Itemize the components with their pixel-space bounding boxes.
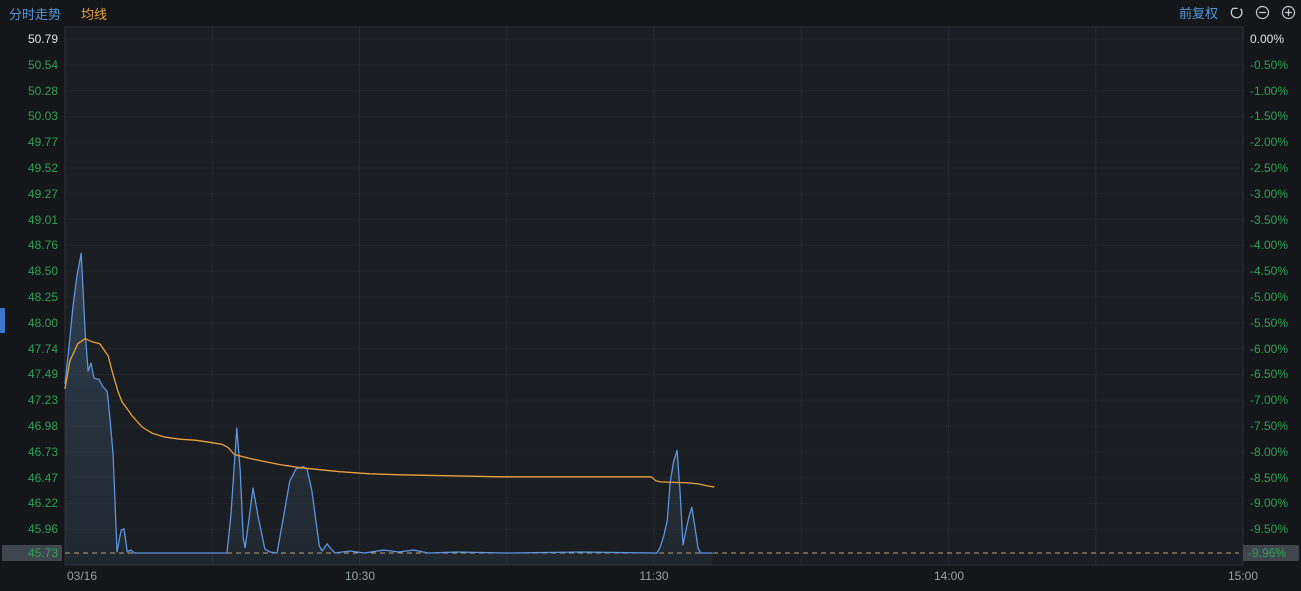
tab-intraday-trend[interactable]: 分时走势 — [9, 7, 62, 22]
y-axis-percent-label: -6.00% — [1250, 342, 1289, 356]
y-axis-percent-label: -2.00% — [1250, 135, 1289, 149]
y-axis-price-label: 45.73 — [2, 545, 62, 561]
x-axis-time-label: 10:30 — [344, 569, 376, 583]
y-axis-percent-label: -0.50% — [1250, 58, 1289, 72]
y-axis-price-label: 48.50 — [27, 264, 58, 278]
y-axis-price-label: 46.98 — [27, 419, 58, 433]
y-axis-percent-label: -4.00% — [1250, 238, 1289, 252]
left-edge-indicator — [0, 308, 5, 333]
y-axis-price-label: 47.23 — [27, 393, 58, 407]
y-axis-percent-label: -8.00% — [1250, 445, 1289, 459]
x-axis-time-label: 14:00 — [933, 569, 965, 583]
y-axis-price-label: 49.01 — [27, 213, 58, 227]
y-axis-percent-label: -7.00% — [1250, 393, 1289, 407]
zoom-in-icon[interactable] — [1280, 5, 1296, 21]
reset-zoom-icon[interactable] — [1228, 5, 1244, 21]
chart-topbar: 分时走势 均线 前复权 — [0, 0, 1301, 24]
y-axis-price-label: 50.54 — [27, 58, 58, 72]
y-axis-percent-label: -9.00% — [1250, 496, 1289, 510]
y-axis-percent-label: -3.50% — [1250, 213, 1289, 227]
y-axis-price-label: 50.03 — [27, 109, 58, 123]
y-axis-percent-label: -4.50% — [1250, 264, 1289, 278]
y-axis-price-label: 46.73 — [27, 445, 58, 459]
y-axis-price-label: 47.49 — [27, 367, 58, 381]
y-axis-percent-label: -1.00% — [1250, 84, 1289, 98]
x-axis-time-label: 15:00 — [1227, 569, 1259, 583]
y-axis-price-label: 45.96 — [27, 522, 58, 536]
y-axis-price-label: 48.00 — [27, 316, 58, 330]
y-axis-percent-label: -5.00% — [1250, 290, 1289, 304]
y-axis-price-label: 50.28 — [27, 84, 58, 98]
y-axis-price-label: 49.27 — [27, 187, 58, 201]
y-axis-percent-label: 0.00% — [1250, 32, 1285, 46]
x-axis-time-label: 11:30 — [639, 569, 669, 583]
x-axis-time-label: 03/16 — [67, 569, 98, 583]
price-adjust-mode-selector[interactable]: 前复权 — [1178, 6, 1218, 21]
y-axis-percent-label: -8.50% — [1250, 471, 1289, 485]
y-axis-percent-label: -3.00% — [1250, 187, 1289, 201]
y-axis-price-label: 48.76 — [27, 238, 58, 252]
y-axis-price-label: 47.74 — [27, 342, 58, 356]
y-axis-price-label: 49.77 — [27, 135, 58, 149]
y-axis-percent-label: -1.50% — [1250, 109, 1289, 123]
y-axis-percent-label: -9.50% — [1250, 522, 1289, 536]
y-axis-price-label: 49.52 — [27, 161, 58, 175]
y-axis-price-label: 46.22 — [27, 496, 58, 510]
y-axis-percent-label: -6.50% — [1250, 367, 1289, 381]
y-axis-percent-label: -5.50% — [1250, 316, 1289, 330]
y-axis-price-label: 46.47 — [27, 471, 58, 485]
y-axis-price-label: 50.79 — [27, 32, 58, 46]
y-axis-percent-label: -7.50% — [1250, 419, 1289, 433]
chart-tabs: 分时走势 均线 — [9, 4, 107, 23]
y-axis-price-label: 48.25 — [27, 290, 58, 304]
y-axis-percent-label: -2.50% — [1250, 161, 1289, 175]
chart-controls: 前复权 — [1179, 3, 1296, 22]
y-axis-percent-label: -9.96% — [1243, 545, 1299, 561]
zoom-out-icon[interactable] — [1254, 5, 1270, 21]
tab-moving-average[interactable]: 均线 — [81, 7, 108, 22]
